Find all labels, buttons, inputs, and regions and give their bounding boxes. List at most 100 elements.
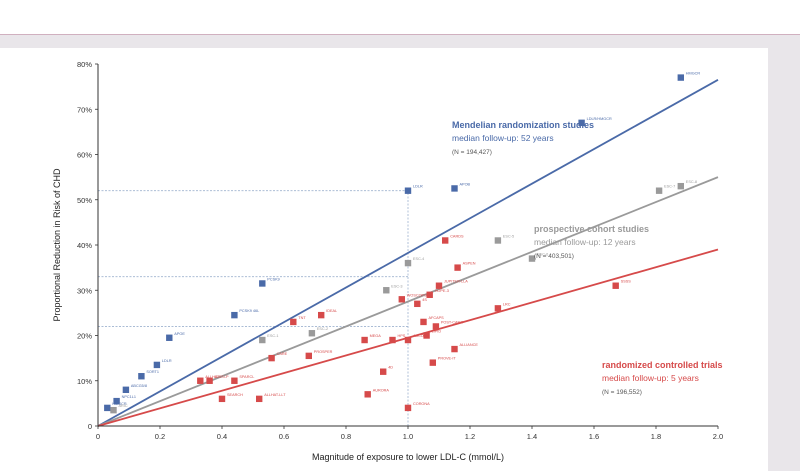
data-point [655,187,663,194]
data-point [494,305,502,312]
header-band [0,0,800,35]
y-axis-title: Proportional Reduction in Risk of CHD [52,168,62,322]
figure-card [0,48,768,471]
x-tick-label: 0.6 [279,432,289,441]
point-label: HPS [398,334,406,338]
data-point [494,237,502,244]
point-label: SEARCH [227,393,243,397]
point-label: ALLHAT [205,375,220,379]
data-point [404,259,412,267]
data-point [153,361,161,369]
data-point [414,300,421,308]
point-label: IDEAL [326,309,337,313]
point-label: ARIC [119,404,128,408]
data-point [442,237,449,244]
data-point [383,287,390,294]
point-label: ESC-5 [503,234,514,238]
point-label: LDLR/HMGCR [587,117,612,121]
data-point [429,359,436,366]
point-label: ESC-7 [664,185,675,189]
data-point [398,296,405,303]
series-followup: median follow-up: 12 years [534,237,636,247]
data-point [110,406,117,414]
series-followup: median follow-up: 5 years [602,373,699,383]
point-label: AFCAPS [429,316,445,320]
data-point [256,395,263,403]
point-label: WOSCOPS [407,293,427,297]
x-tick-label: 1.2 [465,432,475,441]
point-label: LDLR [162,359,172,363]
data-point [420,318,427,326]
series-followup: median follow-up: 52 years [452,133,554,143]
point-label: AURORA [373,388,390,392]
data-point [305,352,312,360]
y-tick-label: 40% [77,241,92,250]
point-label: ESC-3 [391,284,402,288]
data-point [528,255,536,262]
point-label: ESC-8 [686,180,697,184]
series-n: (N = 196,552) [602,389,642,396]
data-point [404,336,412,344]
y-tick-label: 20% [77,332,92,341]
series-title: Mendelian randomization studies [452,120,594,130]
data-point [104,404,111,412]
data-point [454,264,461,271]
point-label: MEGA [370,334,382,338]
data-point [268,354,275,362]
data-point [318,311,325,319]
data-point [451,185,458,192]
point-label: LDLR [413,185,423,189]
point-label: 4S [422,298,427,302]
x-tick-label: 0.4 [217,432,227,441]
point-label: PROVE-IT [438,357,457,361]
y-tick-label: 0 [88,422,92,431]
point-label: PCSK9 [267,277,279,281]
data-point [206,377,213,384]
data-point [308,330,316,337]
data-point [432,323,440,330]
point-label: LRC [503,302,511,306]
point-label: HMGCR [686,72,701,76]
data-point [364,391,371,398]
x-tick-label: 1.0 [403,432,413,441]
data-point [404,404,412,412]
point-label: LIPID [432,330,442,334]
point-label: ASCOT [413,334,427,338]
y-tick-label: 30% [77,286,92,295]
data-point [404,187,412,194]
point-label: APOE [174,332,185,336]
x-axis-title: Magnitude of exposure to lower LDL-C (mm… [312,452,504,462]
fit-line [97,79,719,427]
data-point [435,282,443,289]
axes: 0 0.2 0.4 0.6 0.8 1.0 1.2 1.4 1.6 1.8 2.0 0 10% 20% 30… [52,60,723,462]
data-point [138,373,145,380]
point-label: TNT [298,316,306,320]
data-point [426,291,433,298]
point-label: SPARCL [239,375,254,379]
point-label: ABCG5/8 [131,384,147,388]
point-label: SSSS [621,280,632,284]
fit-line [97,176,719,427]
x-tick-label: 0 [96,432,100,441]
point-label: 4D [388,366,393,370]
point-label: ESC-6 [537,253,548,257]
point-label: ESC-2 [317,327,328,331]
point-label: ASPEN [463,262,476,266]
x-tick-label: 1.6 [589,432,599,441]
x-tick-label: 0.8 [341,432,351,441]
point-label: GISSI-P [215,375,229,379]
data-point [423,332,430,339]
data-point [231,377,238,384]
data-points: HMGCR NPC1L1 ABCG5/8 SORT1 LDLR APOE PCSK9 46L… [104,72,700,414]
series-n: (N = 403,501) [534,253,574,260]
point-label: CORONA [413,402,430,406]
data-point [578,119,585,127]
x-tick-label: 1.4 [527,432,537,441]
data-point [290,318,297,326]
data-point [451,345,458,353]
data-point [122,386,130,393]
point-label: ALLIANCE [460,343,479,347]
point-label: CARE [277,352,288,356]
point-label: APOB [460,182,471,186]
data-point [361,336,368,344]
